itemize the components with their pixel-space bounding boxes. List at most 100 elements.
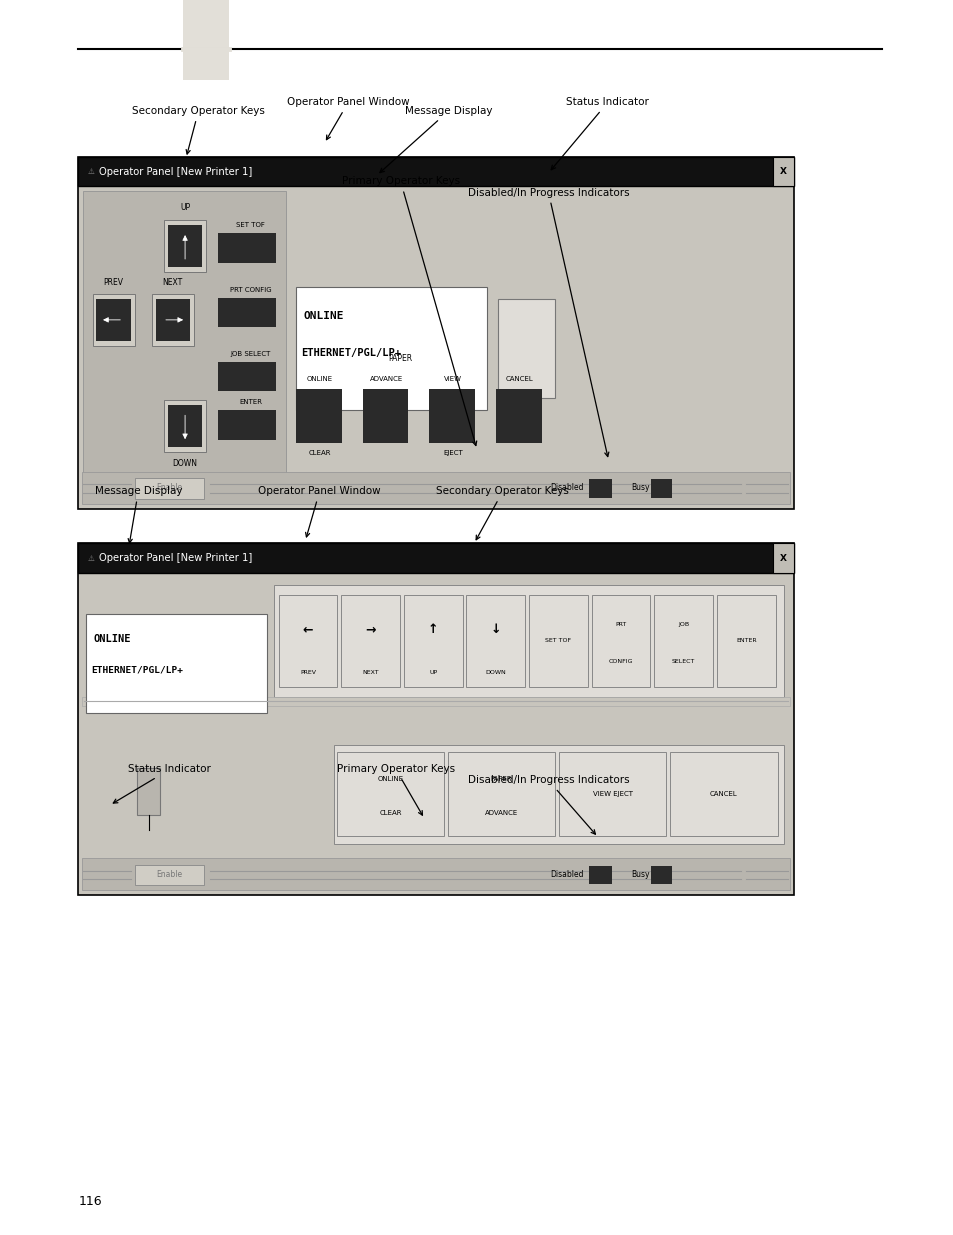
Text: Busy: Busy xyxy=(631,869,649,879)
FancyBboxPatch shape xyxy=(82,472,789,504)
FancyBboxPatch shape xyxy=(155,299,190,341)
Text: Primary Operator Keys: Primary Operator Keys xyxy=(341,177,476,446)
Text: NEXT: NEXT xyxy=(162,278,183,287)
Text: →: → xyxy=(365,624,375,636)
Text: PREV: PREV xyxy=(299,671,315,676)
FancyBboxPatch shape xyxy=(429,389,475,443)
Text: PREV: PREV xyxy=(104,278,123,287)
FancyBboxPatch shape xyxy=(591,595,650,687)
Text: DOWN: DOWN xyxy=(172,459,197,468)
Text: Primary Operator Keys: Primary Operator Keys xyxy=(336,764,455,815)
Text: SELECT: SELECT xyxy=(671,658,695,663)
FancyBboxPatch shape xyxy=(496,389,541,443)
FancyBboxPatch shape xyxy=(218,233,275,263)
Text: UP: UP xyxy=(429,671,436,676)
Text: ←: ← xyxy=(302,624,313,636)
FancyBboxPatch shape xyxy=(716,595,775,687)
Text: ↓: ↓ xyxy=(490,624,500,636)
Text: ADVANCE: ADVANCE xyxy=(370,375,402,382)
Text: Disabled: Disabled xyxy=(550,483,583,493)
FancyBboxPatch shape xyxy=(137,768,160,815)
FancyBboxPatch shape xyxy=(528,595,587,687)
Text: ETHERNET/PGL/LP+: ETHERNET/PGL/LP+ xyxy=(301,348,401,358)
Text: PAPER: PAPER xyxy=(490,776,512,782)
Text: ↑: ↑ xyxy=(428,624,438,636)
FancyBboxPatch shape xyxy=(164,220,206,272)
Text: Operator Panel [New Printer 1]: Operator Panel [New Printer 1] xyxy=(99,167,253,177)
Text: ONLINE: ONLINE xyxy=(306,375,333,382)
Text: ⚠: ⚠ xyxy=(88,553,94,563)
FancyBboxPatch shape xyxy=(448,752,555,836)
Text: JOB SELECT: JOB SELECT xyxy=(231,351,271,357)
FancyBboxPatch shape xyxy=(78,157,793,186)
FancyBboxPatch shape xyxy=(82,858,789,890)
FancyBboxPatch shape xyxy=(650,866,671,884)
Text: Operator Panel [New Printer 1]: Operator Panel [New Printer 1] xyxy=(99,553,253,563)
Text: Enable: Enable xyxy=(156,483,183,493)
Text: ADVANCE: ADVANCE xyxy=(484,810,517,815)
FancyBboxPatch shape xyxy=(218,298,275,327)
Text: Operator Panel Window: Operator Panel Window xyxy=(258,487,380,537)
FancyBboxPatch shape xyxy=(654,595,712,687)
Text: DOWN: DOWN xyxy=(485,671,506,676)
Text: Busy: Busy xyxy=(631,483,649,493)
FancyBboxPatch shape xyxy=(82,697,789,706)
Text: CONFIG: CONFIG xyxy=(608,658,633,663)
FancyBboxPatch shape xyxy=(336,752,444,836)
FancyBboxPatch shape xyxy=(772,543,793,573)
Text: ONLINE: ONLINE xyxy=(377,776,403,782)
Text: Disabled/In Progress Indicators: Disabled/In Progress Indicators xyxy=(467,776,629,834)
FancyBboxPatch shape xyxy=(278,595,337,687)
Text: Enable: Enable xyxy=(156,869,183,879)
Text: X: X xyxy=(779,167,786,177)
Text: Status Indicator: Status Indicator xyxy=(113,764,211,803)
FancyBboxPatch shape xyxy=(341,595,399,687)
Text: Message Display: Message Display xyxy=(379,106,492,173)
FancyBboxPatch shape xyxy=(588,866,611,884)
FancyBboxPatch shape xyxy=(78,157,793,509)
Text: NEXT: NEXT xyxy=(362,671,378,676)
Text: CANCEL: CANCEL xyxy=(709,792,737,797)
Text: PRT: PRT xyxy=(615,622,626,627)
FancyBboxPatch shape xyxy=(558,752,666,836)
Text: Status Indicator: Status Indicator xyxy=(551,98,648,169)
FancyBboxPatch shape xyxy=(650,479,671,498)
FancyBboxPatch shape xyxy=(403,595,462,687)
FancyBboxPatch shape xyxy=(218,362,275,391)
Text: PAPER: PAPER xyxy=(388,354,413,363)
FancyBboxPatch shape xyxy=(466,595,524,687)
FancyBboxPatch shape xyxy=(218,410,275,440)
Text: ONLINE: ONLINE xyxy=(303,311,343,321)
FancyBboxPatch shape xyxy=(772,157,793,186)
FancyBboxPatch shape xyxy=(669,752,777,836)
Text: VIEW: VIEW xyxy=(444,375,461,382)
FancyBboxPatch shape xyxy=(78,543,793,895)
Text: Secondary Operator Keys: Secondary Operator Keys xyxy=(436,487,569,540)
Text: SET TOF: SET TOF xyxy=(545,638,571,643)
Text: VIEW EJECT: VIEW EJECT xyxy=(592,792,632,797)
Text: Message Display: Message Display xyxy=(94,487,182,543)
FancyBboxPatch shape xyxy=(92,294,134,346)
Text: ENTER: ENTER xyxy=(735,638,756,643)
FancyBboxPatch shape xyxy=(135,864,204,885)
FancyBboxPatch shape xyxy=(274,585,783,697)
Text: Disabled: Disabled xyxy=(550,869,583,879)
Text: X: X xyxy=(779,553,786,563)
FancyBboxPatch shape xyxy=(183,0,229,80)
Text: CLEAR: CLEAR xyxy=(378,810,401,815)
Text: Secondary Operator Keys: Secondary Operator Keys xyxy=(132,106,265,154)
FancyBboxPatch shape xyxy=(86,614,267,713)
Text: SET TOF: SET TOF xyxy=(236,222,265,228)
FancyBboxPatch shape xyxy=(295,389,341,443)
Text: ENTER: ENTER xyxy=(239,399,262,405)
FancyBboxPatch shape xyxy=(83,191,286,499)
FancyBboxPatch shape xyxy=(334,745,783,844)
Text: EJECT: EJECT xyxy=(443,450,462,456)
Text: ⚠: ⚠ xyxy=(88,167,94,177)
Text: JOB: JOB xyxy=(678,622,688,627)
FancyBboxPatch shape xyxy=(168,405,202,447)
FancyBboxPatch shape xyxy=(152,294,193,346)
Text: Operator Panel Window: Operator Panel Window xyxy=(287,98,409,140)
Text: 116: 116 xyxy=(78,1194,102,1208)
Text: PRT CONFIG: PRT CONFIG xyxy=(230,287,272,293)
